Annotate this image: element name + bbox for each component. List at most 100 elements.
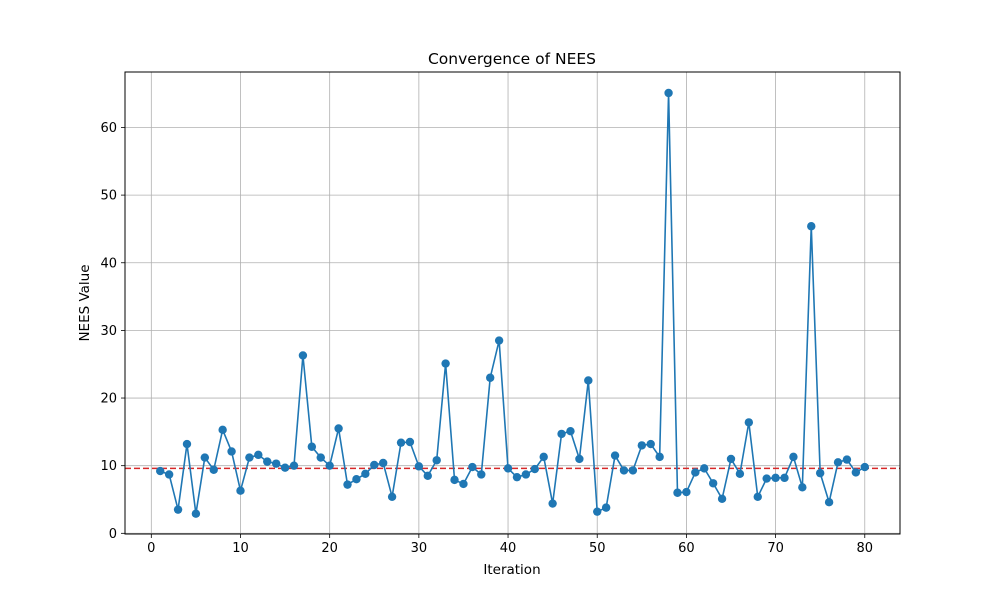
nees-data-point xyxy=(227,447,236,456)
nees-data-point xyxy=(548,499,557,508)
x-tick-label: 0 xyxy=(147,541,155,556)
x-tick-label: 10 xyxy=(232,541,249,556)
nees-data-point xyxy=(263,457,272,466)
nees-data-point xyxy=(352,475,361,484)
nees-data-point xyxy=(343,480,352,489)
nees-data-point xyxy=(762,474,771,483)
nees-data-point xyxy=(726,454,736,464)
nees-data-point xyxy=(156,466,165,476)
nees-data-point xyxy=(575,454,584,464)
y-tick-label: 60 xyxy=(100,121,117,136)
nees-data-point xyxy=(833,458,843,467)
x-tick-label: 30 xyxy=(411,541,428,556)
nees-data-point xyxy=(236,486,245,495)
nees-data-point xyxy=(780,473,789,483)
y-tick-label: 30 xyxy=(100,324,117,339)
nees-data-point xyxy=(486,373,495,382)
nees-data-point xyxy=(370,460,379,470)
nees-data-point xyxy=(191,509,201,518)
nees-data-point xyxy=(771,473,780,483)
nees-data-point xyxy=(717,494,727,504)
nees-data-point xyxy=(298,351,308,360)
nees-data-point xyxy=(468,462,477,472)
nees-data-point xyxy=(182,439,192,449)
nees-data-point xyxy=(441,359,450,368)
nees-data-point xyxy=(708,479,718,488)
nees-data-point xyxy=(245,453,254,462)
nees-data-point xyxy=(646,439,655,449)
nees-data-point xyxy=(655,452,664,462)
nees-data-point xyxy=(619,466,629,475)
nees-data-point xyxy=(700,464,709,473)
nees-data-point xyxy=(673,488,682,497)
x-axis-title: Iteration xyxy=(483,562,540,578)
nees-data-point xyxy=(405,437,415,447)
y-tick-label: 40 xyxy=(100,256,117,271)
nees-data-point xyxy=(387,492,397,501)
nees-data-point xyxy=(521,470,531,479)
nees-data-point xyxy=(664,88,673,98)
nees-data-point xyxy=(173,505,183,514)
nees-data-point xyxy=(450,475,459,485)
nees-data-point xyxy=(254,450,263,460)
nees-data-point xyxy=(744,418,754,427)
nees-data-point xyxy=(789,452,798,462)
nees-data-point xyxy=(682,487,691,497)
x-tick-label: 20 xyxy=(321,541,338,556)
nees-data-point xyxy=(610,451,620,460)
nees-data-point xyxy=(824,498,834,507)
x-tick-label: 40 xyxy=(500,541,517,556)
nees-data-point xyxy=(316,453,325,462)
nees-data-point xyxy=(584,376,593,385)
nees-data-point xyxy=(512,472,522,482)
nees-data-point xyxy=(539,452,548,462)
nees-data-point xyxy=(414,462,424,471)
nees-data-point xyxy=(637,441,647,450)
nees-data-point xyxy=(851,468,861,477)
nees-data-point xyxy=(860,462,869,472)
nees-data-point xyxy=(325,461,334,470)
nees-data-point xyxy=(164,470,174,479)
nees-data-point xyxy=(842,455,852,464)
nees-data-point xyxy=(601,503,611,512)
plot-frame xyxy=(124,71,901,535)
nees-data-point xyxy=(432,456,441,465)
x-tick-label: 80 xyxy=(856,541,873,556)
y-tick-label: 50 xyxy=(100,189,117,204)
x-tick-label: 60 xyxy=(678,541,695,556)
x-axis-ticks: 0 10 20 30 40 50 60 70 80 xyxy=(147,534,873,556)
nees-data-point xyxy=(503,464,513,473)
nees-data-point xyxy=(334,424,343,433)
nees-data-point xyxy=(691,468,700,477)
nees-data-point xyxy=(423,471,432,481)
nees-data-point xyxy=(459,479,468,489)
nees-data-point xyxy=(361,469,370,478)
x-tick-label: 50 xyxy=(589,541,606,556)
nees-data-point xyxy=(566,426,575,436)
nees-data-point xyxy=(753,492,762,501)
nees-data-point xyxy=(815,468,825,478)
nees-data-point xyxy=(289,461,299,470)
nees-data-point xyxy=(807,222,816,231)
chart-title: Convergence of NEES xyxy=(428,50,596,68)
nees-data-point xyxy=(628,466,638,475)
y-axis-ticks: 0 10 20 30 40 50 60 xyxy=(100,121,125,542)
nees-data-point xyxy=(307,442,317,451)
y-tick-label: 10 xyxy=(100,459,117,474)
y-tick-label: 0 xyxy=(109,527,117,542)
y-tick-label: 20 xyxy=(100,392,117,407)
plot-background xyxy=(125,72,900,534)
nees-data-point xyxy=(271,459,281,468)
nees-data-point xyxy=(593,507,602,516)
nees-data-point xyxy=(280,463,290,472)
nees-data-point xyxy=(200,453,210,462)
nees-data-point xyxy=(494,336,504,345)
series-layer xyxy=(156,88,869,518)
x-tick-label: 70 xyxy=(767,541,784,556)
nees-data-point xyxy=(735,469,745,478)
nees-data-point xyxy=(218,425,227,435)
nees-data-point xyxy=(530,464,539,474)
grid-lines xyxy=(125,72,900,534)
nees-data-point xyxy=(477,470,486,479)
nees-data-point xyxy=(378,458,388,468)
